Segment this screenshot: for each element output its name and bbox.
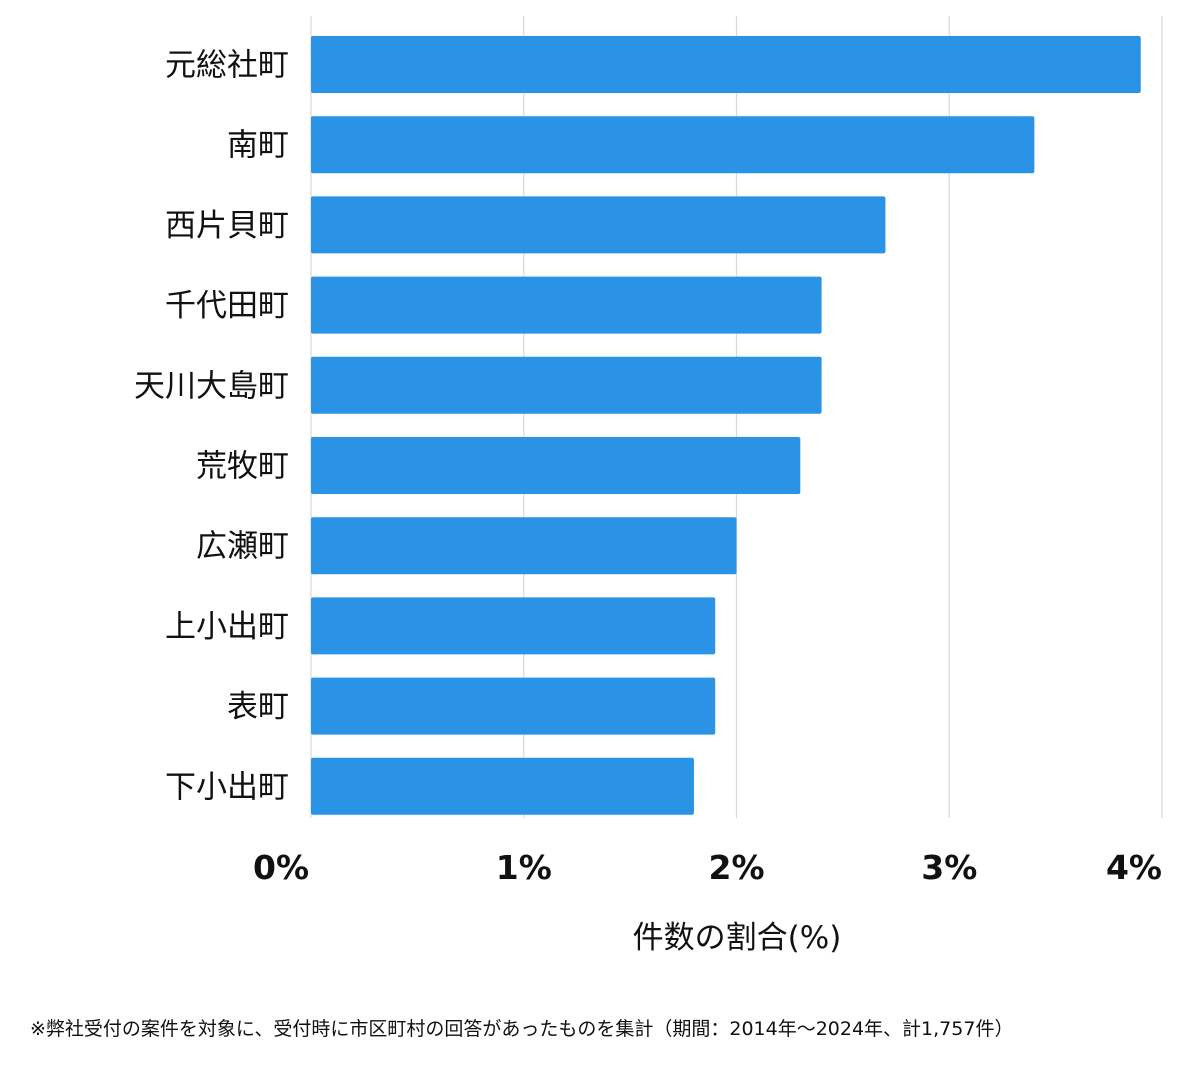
- category-label-2: 南町: [227, 128, 289, 164]
- category-label-4: 千代田町: [165, 288, 289, 324]
- category-label-9: 表町: [227, 689, 289, 725]
- bar-5: [311, 356, 822, 414]
- category-label-1: 元総社町: [165, 48, 289, 84]
- bar-9: [311, 677, 716, 735]
- footnote: ※弊社受付の案件を対象に、受付時に市区町村の回答があったものを集計（期間：201…: [30, 1018, 1014, 1040]
- x-tick-label-2: 2%: [708, 848, 764, 887]
- category-label-10: 下小出町: [165, 769, 289, 805]
- x-axis-title: 件数の割合(%): [633, 920, 842, 956]
- x-tick-label-4: 4%: [1106, 848, 1162, 887]
- category-label-8: 上小出町: [165, 609, 289, 645]
- bar-6: [311, 437, 801, 494]
- bar-10: [311, 757, 694, 815]
- bar-7: [311, 517, 737, 575]
- x-tick-label-3: 3%: [921, 848, 977, 887]
- bar-1: [311, 36, 1141, 93]
- x-tick-label-1: 1%: [496, 848, 552, 887]
- category-label-3: 西片貝町: [165, 208, 289, 244]
- bar-3: [311, 196, 886, 254]
- bar-2: [311, 116, 1035, 174]
- bar-8: [311, 597, 716, 655]
- category-label-6: 荒牧町: [196, 449, 289, 485]
- bar-4: [311, 276, 822, 334]
- category-label-5: 天川大島町: [134, 368, 289, 404]
- category-label-7: 広瀬町: [196, 529, 289, 565]
- x-tick-label-0: 0%: [253, 848, 309, 887]
